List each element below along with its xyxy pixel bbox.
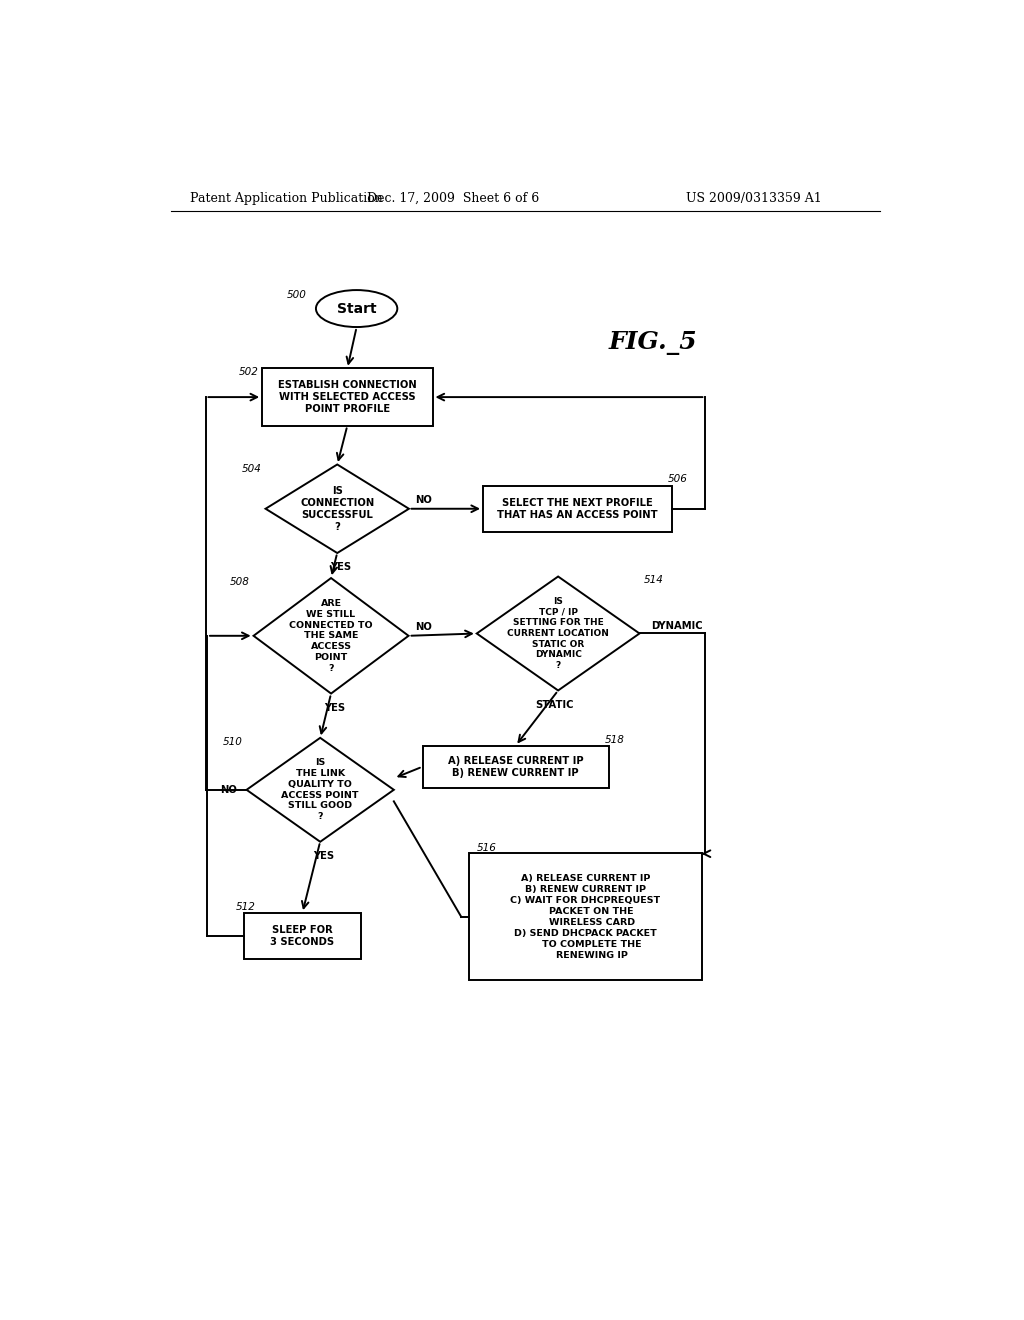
Text: 500: 500 bbox=[287, 289, 306, 300]
Text: DYNAMIC: DYNAMIC bbox=[651, 620, 702, 631]
Text: SELECT THE NEXT PROFILE
THAT HAS AN ACCESS POINT: SELECT THE NEXT PROFILE THAT HAS AN ACCE… bbox=[498, 498, 657, 520]
Text: Start: Start bbox=[337, 301, 377, 315]
Text: NO: NO bbox=[220, 785, 238, 795]
Text: 508: 508 bbox=[229, 577, 250, 587]
Text: IS
THE LINK
QUALITY TO
ACCESS POINT
STILL GOOD
?: IS THE LINK QUALITY TO ACCESS POINT STIL… bbox=[282, 759, 359, 821]
Text: US 2009/0313359 A1: US 2009/0313359 A1 bbox=[686, 191, 821, 205]
Bar bbox=[423, 746, 608, 788]
Bar bbox=[469, 853, 701, 981]
Text: NO: NO bbox=[415, 622, 432, 631]
Text: 514: 514 bbox=[643, 576, 664, 585]
Text: FIG._5: FIG._5 bbox=[608, 331, 697, 355]
Text: NO: NO bbox=[415, 495, 432, 504]
Text: 512: 512 bbox=[236, 902, 256, 912]
Text: 516: 516 bbox=[477, 842, 497, 853]
Text: YES: YES bbox=[325, 702, 345, 713]
Text: YES: YES bbox=[313, 850, 335, 861]
Text: Patent Application Publication: Patent Application Publication bbox=[190, 191, 383, 205]
Text: IS
CONNECTION
SUCCESSFUL
?: IS CONNECTION SUCCESSFUL ? bbox=[300, 486, 375, 532]
Text: YES: YES bbox=[331, 562, 351, 572]
Text: A) RELEASE CURRENT IP
B) RENEW CURRENT IP: A) RELEASE CURRENT IP B) RENEW CURRENT I… bbox=[447, 755, 584, 777]
Bar bbox=[482, 486, 673, 532]
Text: STATIC: STATIC bbox=[535, 700, 573, 710]
Text: 502: 502 bbox=[239, 367, 258, 378]
Text: 504: 504 bbox=[243, 463, 262, 474]
Bar bbox=[262, 368, 432, 426]
Text: 506: 506 bbox=[669, 474, 688, 484]
Text: SLEEP FOR
3 SECONDS: SLEEP FOR 3 SECONDS bbox=[270, 925, 335, 948]
Text: IS
TCP / IP
SETTING FOR THE
CURRENT LOCATION
STATIC OR
DYNAMIC
?: IS TCP / IP SETTING FOR THE CURRENT LOCA… bbox=[507, 597, 609, 671]
Text: A) RELEASE CURRENT IP
B) RENEW CURRENT IP
C) WAIT FOR DHCPREQUEST
    PACKET ON : A) RELEASE CURRENT IP B) RENEW CURRENT I… bbox=[510, 874, 660, 960]
Bar bbox=[245, 913, 360, 960]
Text: 518: 518 bbox=[604, 735, 625, 744]
Text: 510: 510 bbox=[223, 737, 243, 747]
Text: ESTABLISH CONNECTION
WITH SELECTED ACCESS
POINT PROFILE: ESTABLISH CONNECTION WITH SELECTED ACCES… bbox=[278, 380, 417, 414]
Text: Dec. 17, 2009  Sheet 6 of 6: Dec. 17, 2009 Sheet 6 of 6 bbox=[368, 191, 540, 205]
Text: ARE
WE STILL
CONNECTED TO
THE SAME
ACCESS
POINT
?: ARE WE STILL CONNECTED TO THE SAME ACCES… bbox=[289, 599, 373, 673]
